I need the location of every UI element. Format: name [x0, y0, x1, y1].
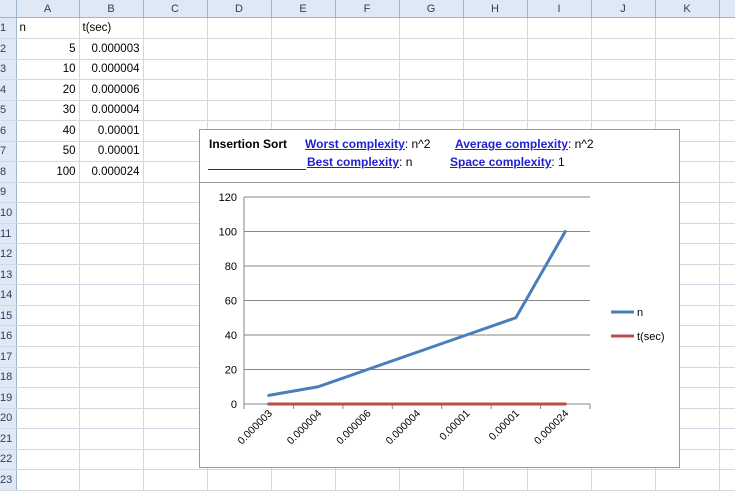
- algorithm-title: Insertion Sort: [209, 137, 288, 151]
- cell-t[interactable]: 0.000024: [79, 161, 144, 183]
- y-tick-label: 0: [231, 399, 237, 411]
- row-header[interactable]: 11: [0, 223, 17, 245]
- column-header-e[interactable]: E: [271, 0, 336, 19]
- row-header[interactable]: 8: [0, 161, 17, 183]
- cell-t[interactable]: 0.000004: [79, 100, 144, 122]
- cell-t[interactable]: 0.000006: [79, 79, 144, 101]
- column-header-f[interactable]: F: [335, 0, 400, 19]
- cell-t[interactable]: 0.00001: [79, 141, 144, 163]
- y-tick-label: 20: [225, 365, 237, 377]
- x-tick-label: 0.000006: [334, 408, 374, 448]
- space-complexity-value: : 1: [551, 155, 565, 169]
- column-header-b[interactable]: B: [79, 0, 144, 19]
- row-header[interactable]: 5: [0, 100, 17, 122]
- column-header-k[interactable]: K: [655, 0, 720, 19]
- average-complexity-field: Average complexity: n^2: [455, 137, 594, 151]
- average-complexity-link[interactable]: Average complexity: [455, 137, 568, 151]
- worst-complexity-link[interactable]: Worst complexity: [305, 137, 405, 151]
- cell-n[interactable]: 5: [16, 38, 80, 60]
- y-tick-label: 80: [225, 261, 237, 273]
- row-header[interactable]: 3: [0, 59, 17, 81]
- link-underline: [208, 169, 306, 170]
- row-header[interactable]: 22: [0, 449, 17, 471]
- best-complexity-link[interactable]: Best complexity: [307, 155, 400, 169]
- y-tick-label: 40: [225, 330, 237, 342]
- row-header[interactable]: 13: [0, 264, 17, 286]
- row-header[interactable]: 4: [0, 79, 17, 101]
- row-header[interactable]: 17: [0, 346, 17, 368]
- complexity-textbox[interactable]: Insertion Sort Worst complexity: n^2 Ave…: [199, 129, 680, 183]
- cell-n[interactable]: 40: [16, 120, 80, 142]
- column-header-h[interactable]: H: [463, 0, 528, 19]
- x-tick-label: 0.00001: [437, 408, 472, 443]
- column-header-g[interactable]: G: [399, 0, 464, 19]
- cell-t[interactable]: 0.000003: [79, 38, 144, 60]
- row-header[interactable]: 7: [0, 141, 17, 163]
- cell-n[interactable]: 50: [16, 141, 80, 163]
- row-header[interactable]: 6: [0, 120, 17, 142]
- row-header[interactable]: 12: [0, 243, 17, 265]
- cell-b1[interactable]: t(sec): [79, 17, 144, 39]
- cell-n[interactable]: 20: [16, 79, 80, 101]
- x-tick-label: 0.000004: [285, 408, 325, 448]
- row-header[interactable]: 15: [0, 305, 17, 327]
- best-complexity-field: Best complexity: n: [307, 155, 412, 169]
- average-complexity-value: : n^2: [567, 137, 594, 151]
- space-complexity-link[interactable]: Space complexity: [450, 155, 552, 169]
- line-chart[interactable]: 0 20 40 60 80 100 120 0.000003 0.000004 0.000006 0…: [199, 183, 680, 468]
- x-tick-label: 0.00001: [487, 408, 522, 443]
- row-header[interactable]: 19: [0, 387, 17, 409]
- cell-t[interactable]: 0.00001: [79, 120, 144, 142]
- worst-complexity-value: : n^2: [404, 137, 431, 151]
- legend-label: t(sec): [637, 331, 665, 343]
- row-header[interactable]: 23: [0, 469, 17, 491]
- scroll-corner: [719, 0, 735, 19]
- row-header[interactable]: 20: [0, 408, 17, 430]
- row-header[interactable]: 9: [0, 182, 17, 204]
- x-tick-label: 0.000024: [532, 408, 572, 448]
- row-header[interactable]: 16: [0, 325, 17, 347]
- row-header[interactable]: 10: [0, 202, 17, 224]
- row-header[interactable]: 18: [0, 367, 17, 389]
- x-tick-label: 0.000004: [384, 408, 424, 448]
- column-header-a[interactable]: A: [16, 0, 80, 19]
- y-tick-label: 120: [219, 192, 237, 204]
- cell-t[interactable]: 0.000004: [79, 59, 144, 81]
- worst-complexity-field: Worst complexity: n^2: [305, 137, 430, 151]
- column-header-i[interactable]: I: [527, 0, 592, 19]
- legend-label: n: [637, 307, 643, 319]
- best-complexity-value: : n: [399, 155, 413, 169]
- column-header-c[interactable]: C: [143, 0, 208, 19]
- y-tick-label: 100: [219, 227, 237, 239]
- row-header[interactable]: 14: [0, 284, 17, 306]
- y-tick-label: 60: [225, 296, 237, 308]
- select-all-corner[interactable]: [0, 0, 17, 19]
- cell-a1[interactable]: n: [16, 17, 80, 39]
- space-complexity-field: Space complexity: 1: [450, 155, 565, 169]
- column-header-j[interactable]: J: [591, 0, 656, 19]
- column-header-d[interactable]: D: [207, 0, 272, 19]
- row-header[interactable]: 1: [0, 17, 17, 39]
- row-header[interactable]: 2: [0, 38, 17, 60]
- cell-n[interactable]: 10: [16, 59, 80, 81]
- x-tick-label: 0.000003: [235, 408, 275, 448]
- series-line-n: [267, 230, 567, 397]
- cell-n[interactable]: 100: [16, 161, 80, 183]
- cell-n[interactable]: 30: [16, 100, 80, 122]
- row-header[interactable]: 21: [0, 428, 17, 450]
